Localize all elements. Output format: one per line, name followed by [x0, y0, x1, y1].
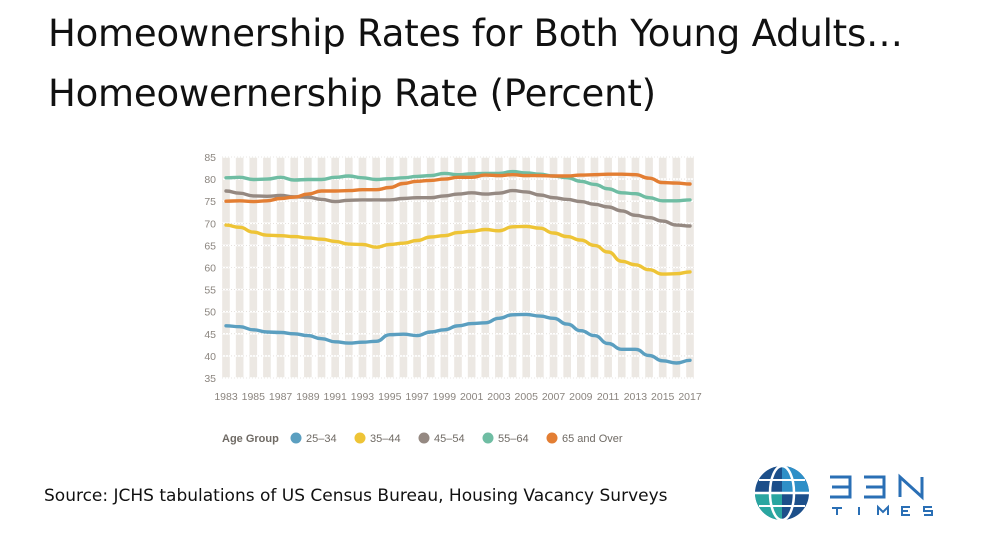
x-tick-label: 2015	[651, 391, 675, 403]
x-tick-label: 1983	[214, 391, 238, 403]
series-line-25–34	[224, 312, 692, 365]
y-tick-label: 55	[204, 285, 216, 297]
source-note: Source: JCHS tabulations of US Census Bu…	[44, 486, 668, 506]
legend-title: Age Group	[222, 433, 279, 445]
x-tick-label: 1991	[323, 391, 347, 403]
x-tick-label: 2005	[515, 391, 539, 403]
x-tick-label: 2007	[542, 391, 566, 403]
y-tick-label: 75	[204, 196, 216, 208]
x-tick-label: 1987	[269, 391, 293, 403]
x-tick-label: 1995	[378, 391, 402, 403]
legend: Age Group 25–34 35–44 45–54 55–64 65 and Over	[222, 432, 623, 445]
logo-brand-mark	[830, 473, 924, 501]
x-tick-label: 2017	[678, 391, 702, 403]
series-line-35–44	[224, 223, 692, 276]
series-line-45–54	[224, 188, 692, 228]
series-lines	[224, 169, 692, 365]
legend-label: 65 and Over	[562, 433, 623, 445]
y-tick-label: 80	[204, 174, 216, 186]
legend-swatch	[482, 432, 494, 444]
x-tick-label: 1989	[296, 391, 320, 403]
legend-swatch	[354, 432, 366, 444]
horizontal-gridlines	[222, 156, 694, 379]
legend-label: 25–34	[306, 433, 337, 445]
chart-title: Homeownership Rates for Both Young Adult…	[48, 12, 903, 55]
y-tick-label: 40	[204, 351, 216, 363]
logo-subtitle	[832, 504, 933, 516]
y-tick-label: 70	[204, 218, 216, 230]
legend-swatch	[418, 432, 430, 444]
y-tick-label: 65	[204, 240, 216, 252]
x-tick-label: 1993	[351, 391, 375, 403]
x-axis-ticks: 1983 1985 1987 1989 1991 1993 1995 1997 1999 2001…	[214, 391, 702, 403]
x-tick-label: 1999	[433, 391, 457, 403]
y-tick-label: 50	[204, 307, 216, 319]
legend-label: 35–44	[370, 433, 401, 445]
series-line-55–64	[224, 169, 692, 203]
y-tick-label: 45	[204, 329, 216, 341]
y-tick-label: 60	[204, 263, 216, 275]
bbn-times-logo	[755, 464, 933, 522]
legend-label: 45–54	[434, 433, 465, 445]
y-axis-ticks: 35 40 45 50 55 60 65 70 75 80 85	[204, 152, 216, 385]
x-tick-label: 1985	[242, 391, 266, 403]
x-tick-label: 1997	[405, 391, 429, 403]
globe-icon	[755, 464, 809, 522]
legend-label: 55–64	[498, 433, 529, 445]
x-tick-label: 2011	[597, 391, 620, 403]
chart-subtitle: Homeowernership Rate (Percent)	[48, 72, 656, 115]
x-tick-label: 2003	[487, 391, 511, 403]
series-line-65 and Over	[224, 172, 692, 204]
legend-swatch	[290, 432, 302, 444]
x-tick-label: 2001	[460, 391, 484, 403]
legend-swatch	[546, 432, 558, 444]
y-tick-label: 85	[204, 152, 216, 164]
x-tick-label: 2009	[569, 391, 593, 403]
x-tick-label: 2013	[624, 391, 648, 403]
y-tick-label: 35	[204, 373, 216, 385]
